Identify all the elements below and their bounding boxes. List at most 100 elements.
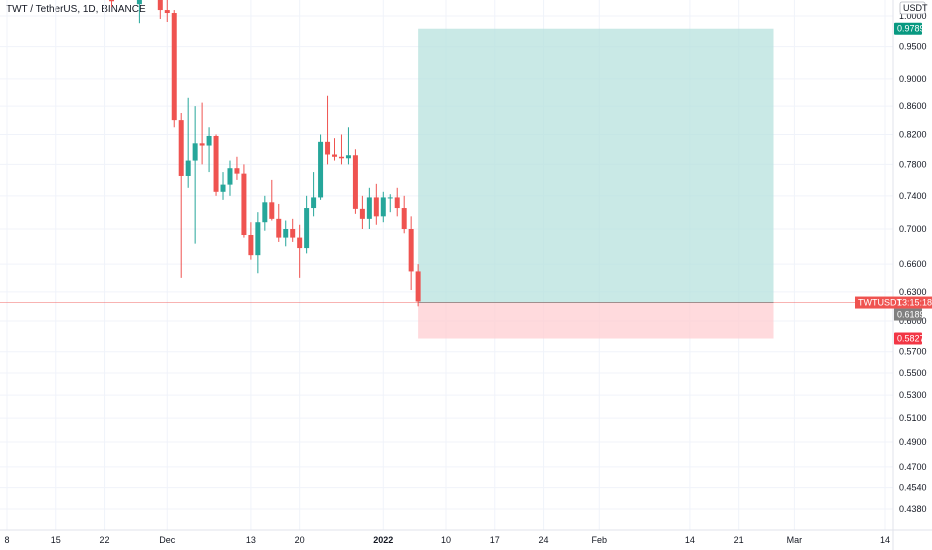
candle-body <box>220 184 226 192</box>
last-price-text: 0.6189 <box>897 310 925 320</box>
x-tick-label: 17 <box>490 535 500 545</box>
candle[interactable] <box>332 138 338 161</box>
x-tick-label: 2022 <box>373 535 393 545</box>
candle-body <box>262 202 268 223</box>
candle-body <box>318 141 324 198</box>
x-tick-label: Mar <box>787 535 803 545</box>
y-tick-label: 0.9500 <box>899 42 927 52</box>
unit-box[interactable]: USDT <box>899 1 928 15</box>
candle[interactable] <box>136 0 142 24</box>
candle[interactable] <box>318 134 324 200</box>
candle[interactable] <box>269 179 275 221</box>
candle-body <box>283 229 289 238</box>
candle-body <box>408 229 414 272</box>
candle-body <box>311 197 317 209</box>
candle-body <box>304 208 310 249</box>
candle[interactable] <box>262 195 268 231</box>
x-tick-label: 8 <box>4 535 9 545</box>
candle-body <box>164 10 170 14</box>
candle[interactable] <box>297 224 303 278</box>
candle-body <box>227 168 233 185</box>
candle[interactable] <box>290 218 296 242</box>
target-zone[interactable] <box>418 28 774 303</box>
y-tick-label: 0.6300 <box>899 287 927 297</box>
candle[interactable] <box>241 164 247 238</box>
chart-title: TWT / TetherUS, 1D, BINANCE <box>6 4 146 15</box>
candle-body <box>345 155 351 159</box>
candle-body <box>359 208 365 219</box>
x-axis[interactable]: 8 15 22 Dec 13 20 2022 10 17 24 Feb 14 21 Mar 14 <box>4 535 890 545</box>
candle[interactable] <box>227 160 233 196</box>
candle-body <box>366 197 372 219</box>
y-tick-label: 0.4540 <box>899 483 927 493</box>
candle-body <box>352 155 358 209</box>
unit-label: USDT <box>903 3 928 13</box>
candle-body <box>213 135 219 192</box>
y-tick-label: 0.7400 <box>899 191 927 201</box>
candle[interactable] <box>178 113 184 278</box>
candle[interactable] <box>206 127 212 173</box>
candle[interactable] <box>304 195 310 254</box>
candles <box>109 0 421 307</box>
y-tick-label: 0.8600 <box>899 101 927 111</box>
candle[interactable] <box>248 222 254 260</box>
candle-body <box>338 156 344 159</box>
candle[interactable] <box>164 0 170 23</box>
x-tick-label: 20 <box>295 535 305 545</box>
candle[interactable] <box>192 106 198 244</box>
stop-price-tag-text: 0.5827 <box>897 334 925 344</box>
candle[interactable] <box>408 216 414 291</box>
x-tick-label: 22 <box>100 535 110 545</box>
y-tick-label: 0.6600 <box>899 259 927 269</box>
candle-body <box>380 197 386 217</box>
candle[interactable] <box>366 187 372 230</box>
candle-body <box>157 0 163 11</box>
y-tick-label: 0.7800 <box>899 159 927 169</box>
candle[interactable] <box>185 97 191 188</box>
x-tick-label: 24 <box>539 535 549 545</box>
candle[interactable] <box>352 149 358 214</box>
candle-body <box>387 197 393 199</box>
candle[interactable] <box>387 194 393 213</box>
candle-body <box>241 173 247 236</box>
x-tick-label: 10 <box>441 535 451 545</box>
candle[interactable] <box>345 127 351 165</box>
candle[interactable] <box>415 264 421 307</box>
candle[interactable] <box>255 212 261 274</box>
candle-body <box>394 197 400 209</box>
candle[interactable] <box>311 172 317 217</box>
y-tick-label: 0.5300 <box>899 390 927 400</box>
candle[interactable] <box>401 195 407 234</box>
candle-body <box>255 222 261 256</box>
candle[interactable] <box>171 10 177 128</box>
candle[interactable] <box>325 95 331 165</box>
candle[interactable] <box>234 156 240 180</box>
stop-zone[interactable] <box>418 302 774 339</box>
candle[interactable] <box>276 203 282 242</box>
plot-layer <box>0 0 893 339</box>
candle[interactable] <box>109 0 115 8</box>
candle[interactable] <box>283 220 289 247</box>
candle[interactable] <box>199 102 205 165</box>
candle[interactable] <box>394 187 400 217</box>
candle-body <box>171 13 177 121</box>
candle[interactable] <box>359 195 365 230</box>
candle-body <box>234 168 240 174</box>
target-price-tag: 0.9789 <box>894 22 925 35</box>
candle[interactable] <box>220 172 226 200</box>
candle[interactable] <box>380 191 386 223</box>
symbol-tag-text: TWTUSDT <box>858 298 902 308</box>
candle[interactable] <box>338 134 344 165</box>
candle[interactable] <box>373 183 379 225</box>
candle-body <box>192 143 198 161</box>
candle-body <box>136 0 142 5</box>
candle[interactable] <box>213 134 219 196</box>
candle-body <box>178 120 184 176</box>
candle-body <box>373 197 379 217</box>
unit-box-frame <box>899 1 926 15</box>
y-tick-label: 1.0000 <box>899 11 927 21</box>
candle[interactable] <box>157 0 163 19</box>
y-axis[interactable]: 1.0000 0.9500 0.9000 0.8600 0.8200 0.7800 0.74… <box>899 11 927 514</box>
